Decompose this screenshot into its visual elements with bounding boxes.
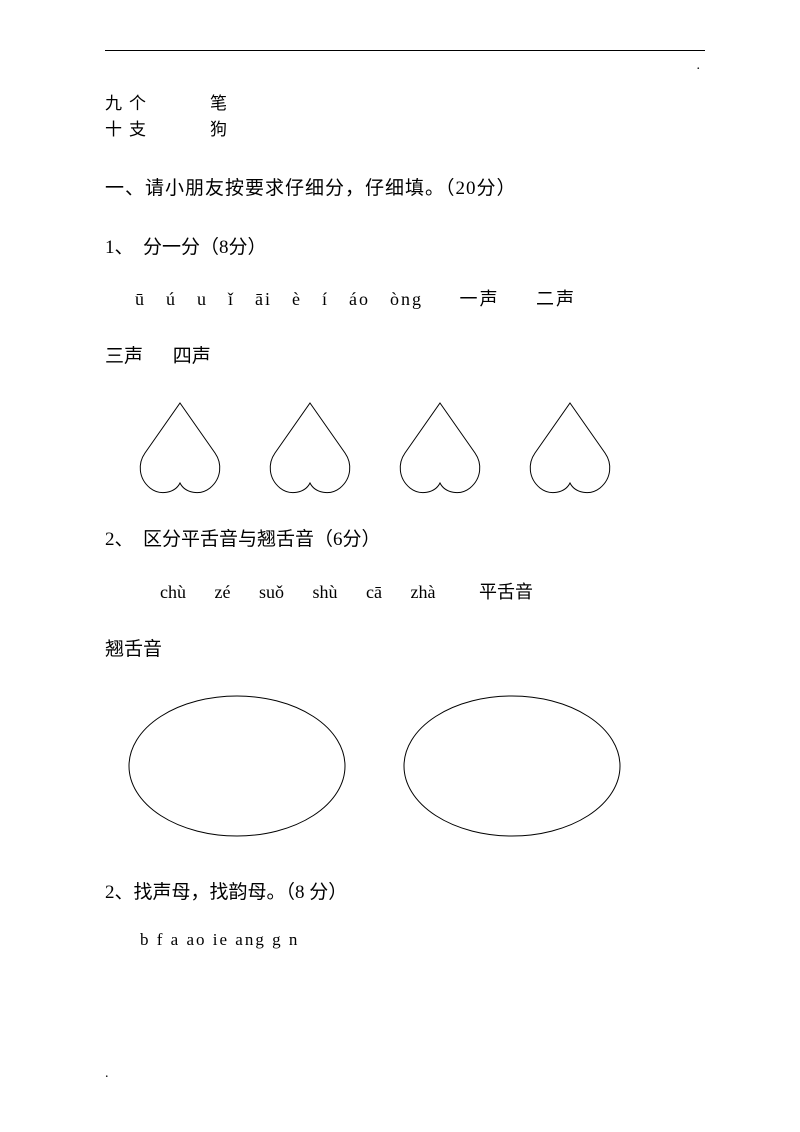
hearts-row [130,398,705,498]
sub2-item: zé [215,582,231,602]
heart-shape [260,398,360,498]
header-r2c1: 十支 [105,117,210,143]
tone3-label: 三声 [105,346,143,367]
tone4-label: 四声 [173,346,211,367]
bottom-dot: . [105,1066,109,1082]
sub2-item: suǒ [259,582,284,602]
ellipse-shape [400,691,625,841]
sub1-pinyin: ū ú u ǐ āi è í áo òng [135,289,423,309]
sub2-item: cā [366,582,382,602]
sub3-label: 2、找声母，找韵母。（8 分） [105,876,705,910]
sub2-item: zhà [411,582,436,602]
header-r1c2: 笔 [210,91,234,117]
header-r2c2: 狗 [210,117,234,143]
flat-tongue-label: 平舌音 [479,582,533,602]
sub2-item: chù [160,582,186,602]
sub2-label: 2、 区分平舌音与翘舌音（6分） [105,523,705,557]
ellipse-shape [125,691,350,841]
sub2-item: shù [313,582,338,602]
sub1-label: 1、 分一分（8分） [105,231,705,265]
sub1-pinyin-row: ū ú u ǐ āi è í áo òng 一声 二声 [135,285,705,311]
sub2-pinyin-row: chù zé suǒ shù cā zhà 平舌音 [160,578,705,604]
tone2-label: 二声 [536,289,576,309]
section1-title: 一、请小朋友按要求仔细分，仔细填。（20分） [105,172,705,206]
top-dot: . [697,58,701,74]
header-pairs: 九个 笔 十支 狗 [105,91,705,142]
tone1-label: 一声 [459,289,499,309]
heart-shape [520,398,620,498]
tone-labels-row: 三声 四声 [105,341,705,368]
ellipse-row [125,691,705,841]
heart-shape [130,398,230,498]
heart-shape [390,398,490,498]
retroflex-label: 翘舌音 [105,634,705,661]
sub3-pinyin: b f a ao ie ang g n [140,930,705,950]
header-r1c1: 九个 [105,91,210,117]
